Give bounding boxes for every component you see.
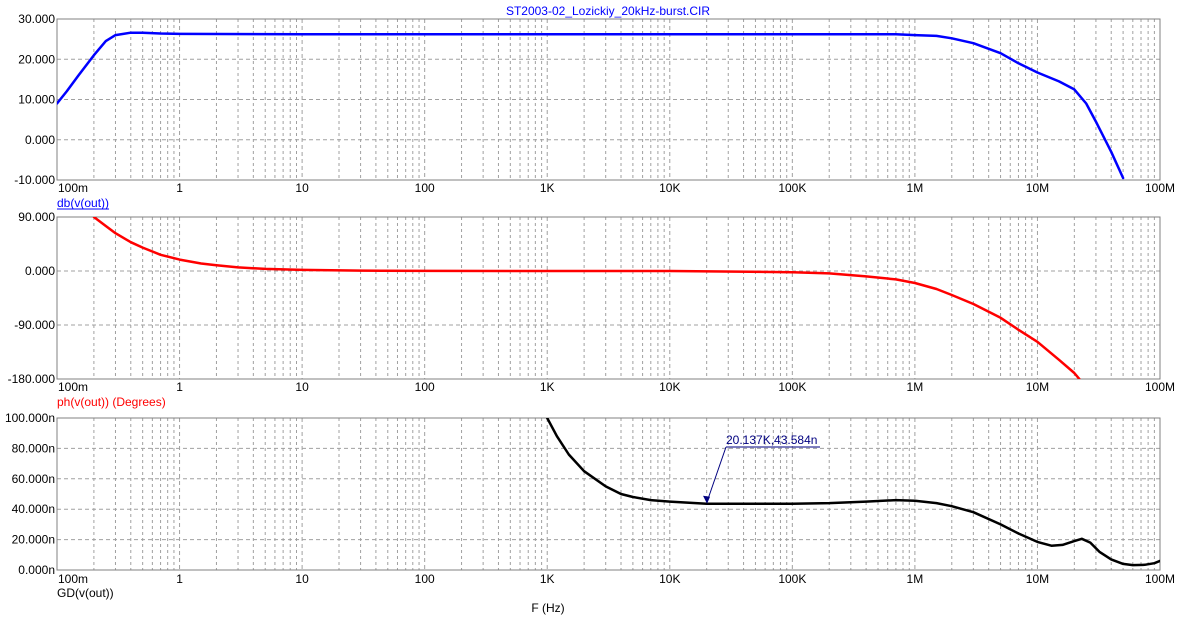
chart-title: ST2003-02_Lozickiy_20kHz-burst.CIR [506, 4, 710, 18]
y-tick-label: 90.000 [18, 210, 55, 224]
x-tick-label: 10M [1026, 380, 1049, 394]
x-tick-label: 100m [58, 572, 88, 586]
annotation-leader [706, 446, 727, 502]
y-tick-label: 100.000n [5, 411, 55, 425]
x-tick-label: 1K [540, 181, 555, 195]
series-label: db(v(out)) [57, 196, 109, 210]
annotation-arrowhead [703, 495, 711, 504]
series-line [92, 217, 1081, 379]
plot-frame [56, 216, 1161, 380]
series-label: GD(v(out)) [57, 586, 114, 600]
x-tick-label: 100M [1145, 380, 1175, 394]
x-axis-label: F (Hz) [531, 601, 564, 615]
x-tick-label: 100K [778, 380, 806, 394]
x-tick-label: 1 [176, 572, 183, 586]
y-tick-label: 40.000n [12, 502, 55, 516]
y-tick-label: -180.000 [8, 372, 56, 386]
y-tick-label: 10.000 [18, 93, 55, 107]
x-tick-label: 100 [415, 572, 435, 586]
x-tick-label: 100K [778, 181, 806, 195]
x-tick-label: 100 [415, 380, 435, 394]
y-tick-label: -90.000 [14, 318, 55, 332]
x-tick-label: 100m [58, 380, 88, 394]
x-tick-label: 100K [778, 572, 806, 586]
x-tick-label: 10 [295, 380, 309, 394]
x-tick-label: 10M [1026, 181, 1049, 195]
x-tick-label: 10K [659, 572, 680, 586]
x-tick-label: 1M [907, 380, 924, 394]
y-tick-label: 20.000 [18, 52, 55, 66]
annotation-label: 20.137K,43.584n [726, 433, 817, 447]
x-tick-label: 10K [659, 181, 680, 195]
x-tick-label: 100M [1145, 572, 1175, 586]
x-tick-label: 1 [176, 380, 183, 394]
y-tick-label: 0.000 [25, 133, 55, 147]
series-line [57, 31, 1125, 180]
y-tick-label: 60.000n [12, 472, 55, 486]
x-tick-label: 100m [58, 181, 88, 195]
plot-frame [56, 417, 1161, 571]
plot-frame [56, 18, 1161, 181]
x-tick-label: 100M [1145, 181, 1175, 195]
x-tick-label: 10M [1026, 572, 1049, 586]
y-tick-label: -10.000 [14, 173, 55, 187]
x-tick-label: 1M [907, 572, 924, 586]
x-tick-label: 1K [540, 572, 555, 586]
x-tick-label: 1M [907, 181, 924, 195]
x-tick-label: 100 [415, 181, 435, 195]
y-tick-label: 30.000 [18, 12, 55, 26]
y-tick-label: 0.000 [25, 264, 55, 278]
series-line [545, 418, 1160, 567]
x-tick-label: 10 [295, 572, 309, 586]
x-tick-label: 10K [659, 380, 680, 394]
y-tick-label: 20.000n [12, 533, 55, 547]
x-tick-label: 1 [176, 181, 183, 195]
y-tick-label: 0.000n [18, 563, 55, 577]
y-tick-label: 80.000n [12, 441, 55, 455]
x-tick-label: 10 [295, 181, 309, 195]
series-label: ph(v(out)) (Degrees) [57, 395, 166, 409]
x-tick-label: 1K [540, 380, 555, 394]
